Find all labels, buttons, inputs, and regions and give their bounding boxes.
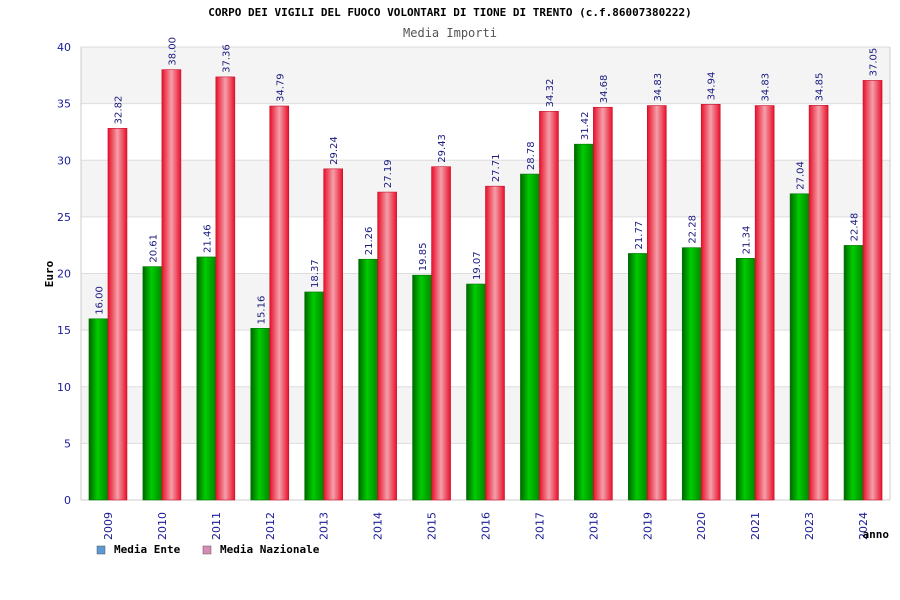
y-tick-label: 30 [57,154,71,167]
x-axis-ticks: 2009 2010 2011 2012 2013 2014 2015 2016 2017 2018… [102,512,870,540]
bar-media-nazionale-2010 [161,69,182,501]
bar-media-nazionale-2014 [377,191,397,501]
data-label-media-nazionale-2014: 27.19 [383,159,394,188]
bar-media-ente-2009 [88,318,109,501]
x-tick-label-2014: 2014 [372,512,385,540]
bar-media-nazionale-2021 [754,105,775,501]
x-axis-label: anno [863,528,890,541]
bar-media-nazionale-2015 [431,166,451,501]
bar-media-nazionale-2018 [593,106,613,501]
data-label-media-nazionale-2016: 27.71 [491,154,502,183]
data-label-media-ente-2023: 27.04 [796,161,807,190]
x-tick-label-2016: 2016 [480,512,493,540]
bar-media-ente-2017 [520,173,540,501]
y-tick-label: 20 [57,268,71,281]
bar-media-ente-2019 [627,253,648,501]
bar-media-ente-2018 [574,143,594,501]
bar-media-nazionale-2024 [862,80,883,501]
data-label-media-ente-2021: 21.34 [742,226,753,255]
y-tick-label: 15 [57,324,71,337]
bar-media-nazionale-2020 [700,104,721,501]
legend-swatch-media-ente [96,545,106,555]
chart-subtitle: Media Importi [403,26,497,40]
bar-media-nazionale-2011 [215,76,236,501]
y-axis-ticks: 0 5 10 15 20 25 30 35 40 [57,41,71,507]
x-tick-label-2020: 2020 [695,512,708,540]
bar-media-nazionale-2019 [646,105,667,501]
y-tick-label: 35 [57,98,71,111]
data-label-media-nazionale-2010: 38.00 [167,37,178,66]
bar-media-ente-2011 [196,256,217,501]
data-label-media-ente-2012: 15.16 [256,296,267,325]
x-tick-label-2012: 2012 [264,512,277,540]
data-label-media-nazionale-2024: 37.05 [869,48,880,77]
data-label-media-ente-2014: 21.26 [364,227,375,256]
bar-media-ente-2016 [466,283,486,501]
data-label-media-ente-2013: 18.37 [310,259,321,288]
data-label-media-nazionale-2009: 32.82 [113,96,124,125]
y-tick-label: 5 [64,437,71,450]
bar-media-ente-2010 [142,266,163,501]
bar-media-nazionale-2016 [485,185,505,501]
data-label-media-ente-2009: 16.00 [94,286,105,315]
data-label-media-nazionale-2011: 37.36 [221,44,232,73]
x-tick-label-2021: 2021 [749,512,762,540]
data-labels: 16.00 32.82 20.61 38.00 21.46 37.36 15.16 34.79… [94,37,879,324]
data-label-media-ente-2018: 31.42 [580,112,591,141]
legend-label-media-nazionale: Media Nazionale [220,543,320,556]
data-label-media-nazionale-2023: 34.85 [815,73,826,102]
data-label-media-nazionale-2012: 34.79 [275,73,286,102]
bar-media-ente-2020 [681,247,702,501]
x-tick-label-2015: 2015 [426,512,439,540]
data-label-media-nazionale-2018: 34.68 [599,75,610,104]
bar-media-nazionale-2009 [107,128,128,501]
y-tick-label: 10 [57,381,71,394]
y-tick-label: 25 [57,211,71,224]
data-label-media-ente-2016: 19.07 [472,251,483,280]
bar-media-ente-2023 [789,193,810,501]
bar-media-ente-2013 [304,291,325,501]
legend: Media Ente Media Nazionale [96,543,320,556]
data-label-media-ente-2015: 19.85 [418,243,429,272]
data-label-media-ente-2019: 21.77 [634,221,645,250]
chart-title: CORPO DEI VIGILI DEL FUOCO VOLONTARI DI … [208,6,691,19]
data-label-media-nazionale-2017: 34.32 [545,79,556,108]
bar-media-ente-2024 [843,245,864,501]
bar-media-ente-2012 [250,328,271,501]
bar-media-nazionale-2012 [269,105,290,501]
x-tick-label-2011: 2011 [210,512,223,540]
bar-media-nazionale-2013 [323,168,344,501]
x-tick-label-2013: 2013 [318,512,331,540]
x-tick-label-2023: 2023 [803,512,816,540]
data-label-media-nazionale-2020: 34.94 [707,72,718,101]
data-label-media-nazionale-2013: 29.24 [329,136,340,165]
data-label-media-ente-2010: 20.61 [148,234,159,263]
legend-swatch-media-nazionale [202,545,212,555]
bar-media-nazionale-2017 [539,111,559,501]
x-tick-label-2017: 2017 [533,512,546,540]
data-label-media-nazionale-2019: 34.83 [653,73,664,102]
x-tick-label-2019: 2019 [641,512,654,540]
bar-media-ente-2015 [412,274,432,501]
y-tick-label: 0 [64,494,71,507]
data-label-media-nazionale-2015: 29.43 [437,134,448,163]
bar-media-ente-2014 [358,258,378,501]
bar-media-nazionale-2023 [808,105,829,501]
data-label-media-nazionale-2021: 34.83 [761,73,772,102]
data-label-media-ente-2024: 22.48 [850,213,861,242]
data-label-media-ente-2017: 28.78 [526,141,537,170]
x-tick-label-2010: 2010 [156,512,169,540]
bars [88,69,883,501]
legend-label-media-ente: Media Ente [114,543,181,556]
x-tick-label-2018: 2018 [587,512,600,540]
data-label-media-ente-2020: 22.28 [688,215,699,244]
data-label-media-ente-2011: 21.46 [202,224,213,253]
bar-media-ente-2021 [735,258,756,501]
y-tick-label: 40 [57,41,71,54]
x-tick-label-2024: 2024 [857,512,870,540]
y-axis-label: Euro [43,260,56,287]
x-tick-label-2009: 2009 [102,512,115,540]
